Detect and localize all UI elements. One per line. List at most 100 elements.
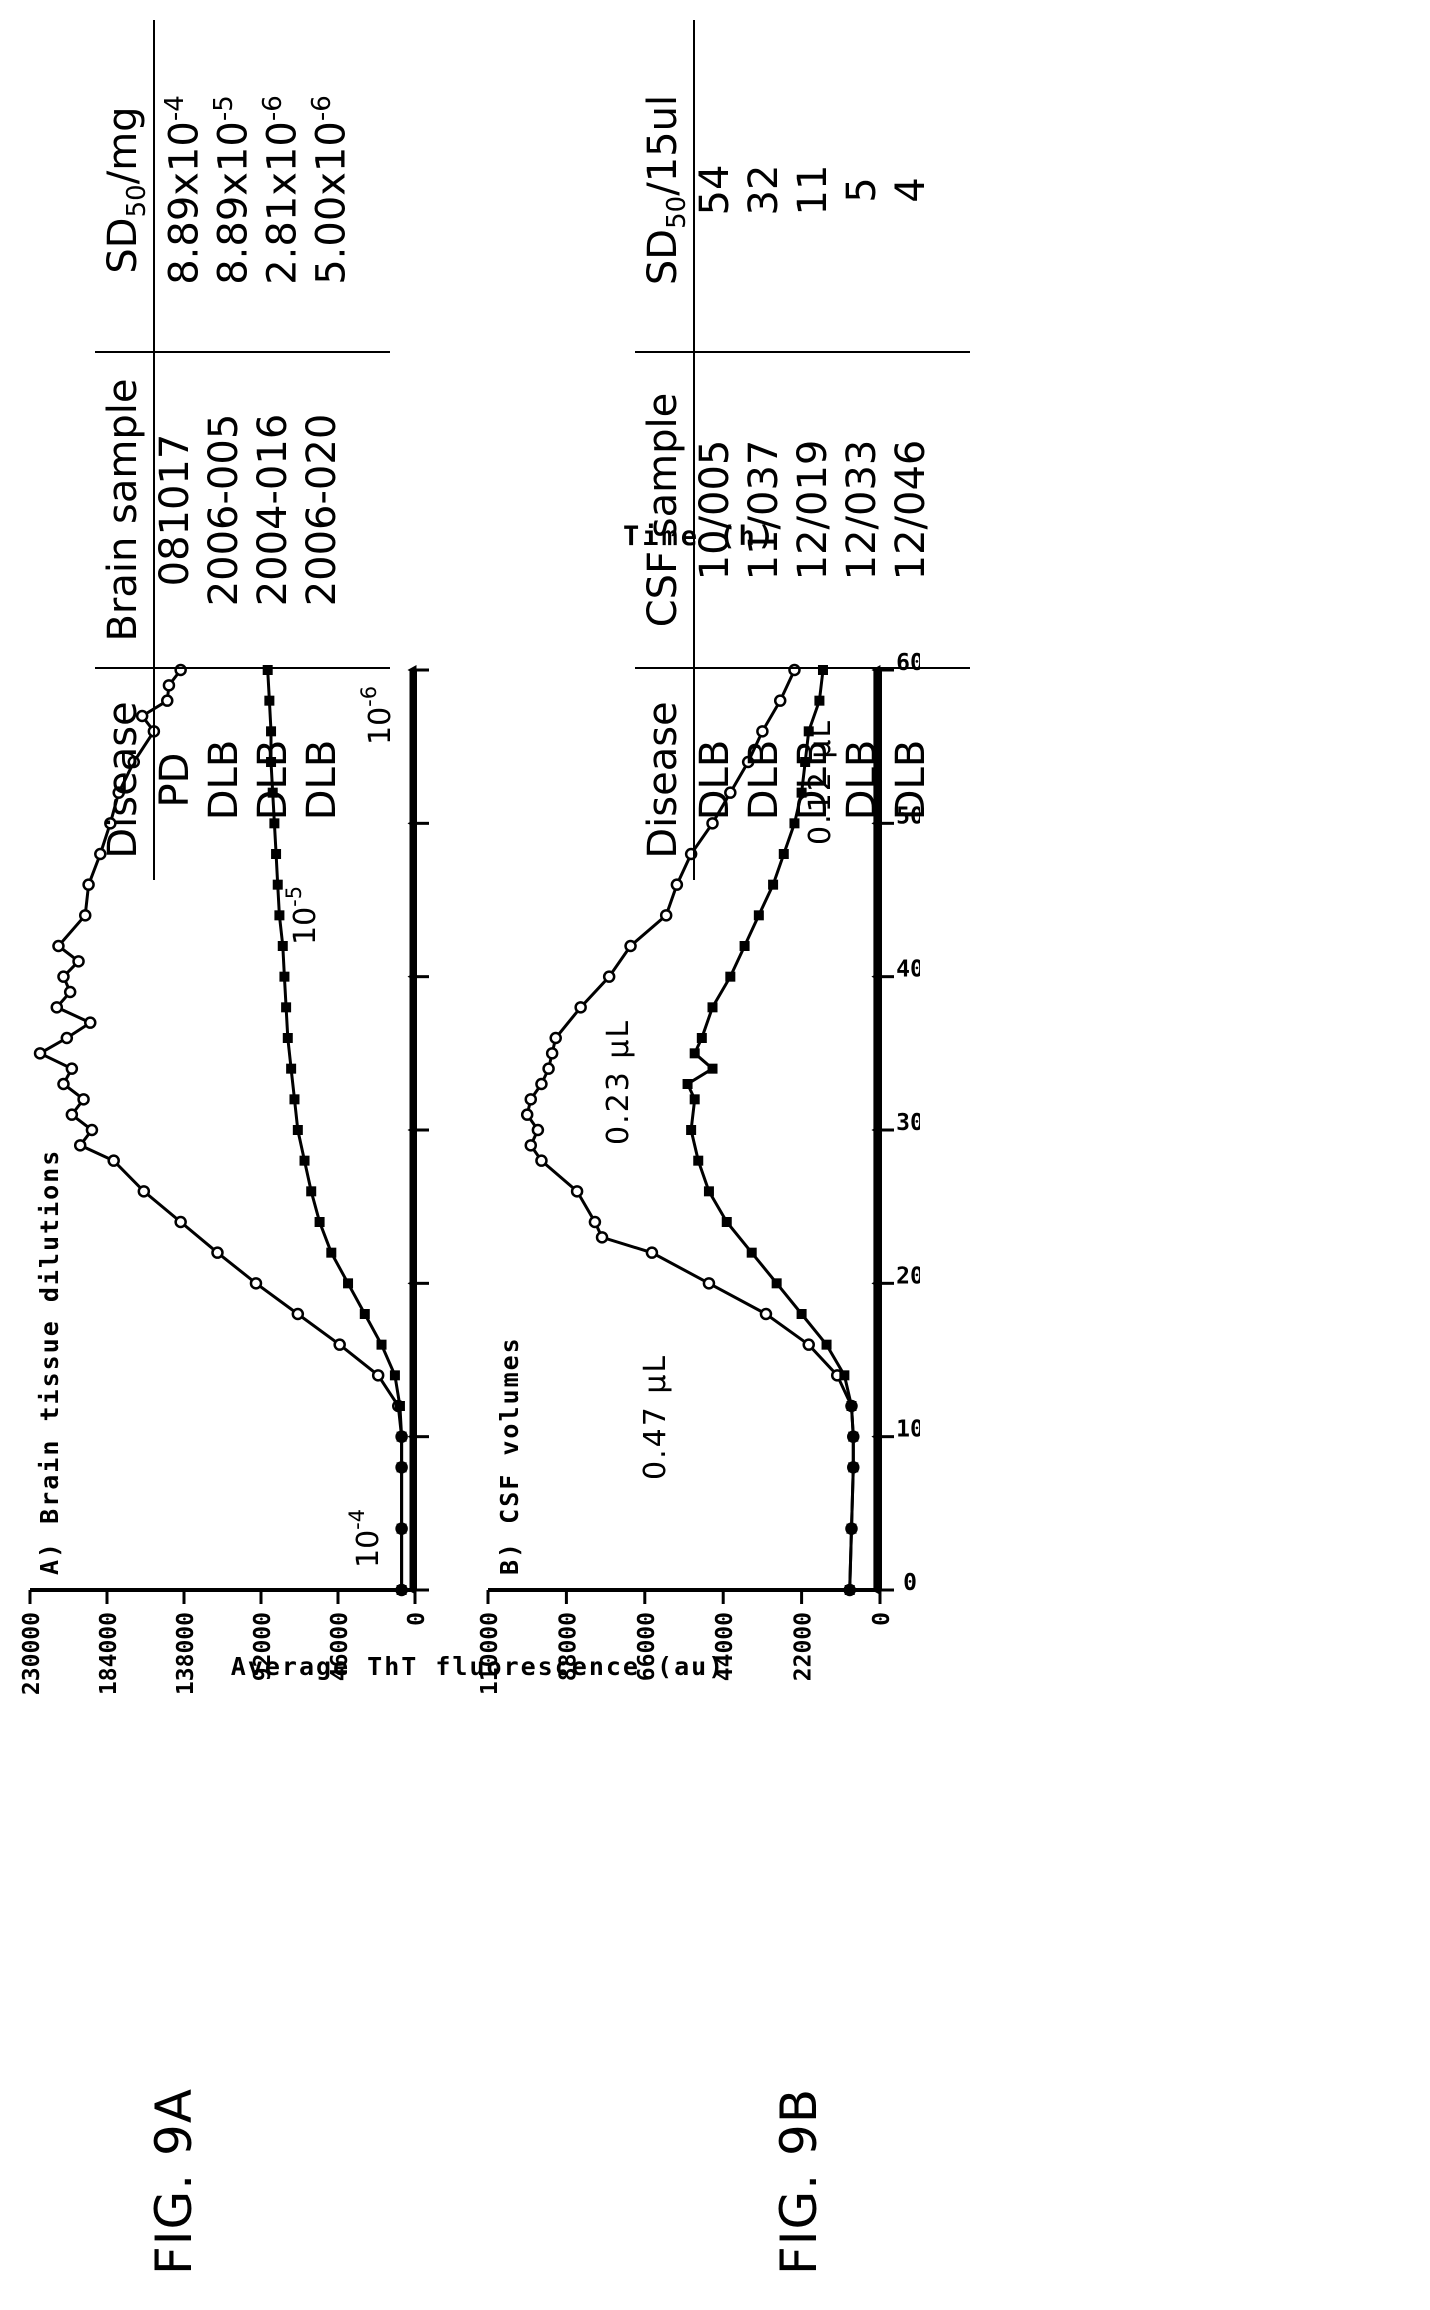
x-tick-label: 40 <box>896 957 920 983</box>
data-point <box>689 1048 700 1059</box>
data-point <box>535 1077 548 1091</box>
data-point <box>844 1585 855 1595</box>
series-label-exponent: -6 <box>357 686 381 707</box>
data-point <box>343 1278 354 1289</box>
data-point <box>274 910 285 921</box>
sd-exponent: -6 <box>258 95 288 122</box>
disease-header: Disease <box>640 701 686 859</box>
x-tick-label: 30 <box>896 1110 920 1136</box>
table-cell: 081017 <box>152 433 198 587</box>
data-point <box>686 1125 697 1135</box>
series-label-base: 10 <box>288 907 323 945</box>
table-cell: 8.89x10-4 <box>151 40 207 340</box>
data-point <box>63 985 77 999</box>
data-point <box>800 757 811 767</box>
table-cell: DLB <box>201 739 247 821</box>
data-point <box>73 1139 87 1152</box>
data-point <box>789 818 800 829</box>
data-point <box>839 1370 850 1381</box>
data-point <box>707 1002 718 1013</box>
data-point <box>104 817 117 830</box>
disease-header: Disease <box>100 701 146 859</box>
data-point <box>739 941 750 951</box>
table-cell: DLB <box>888 739 934 821</box>
data-point <box>291 1307 305 1321</box>
series-label-exponent: -5 <box>282 886 306 907</box>
series-square <box>262 665 407 1595</box>
data-point <box>266 726 277 737</box>
table-cell: 5.00x10-6 <box>298 40 354 340</box>
data-point <box>871 1585 881 1595</box>
data-point <box>707 1063 718 1074</box>
data-point <box>689 1094 700 1105</box>
data-point <box>394 1401 405 1411</box>
series-label-base: 10 <box>351 1530 386 1568</box>
data-point <box>60 1031 74 1045</box>
data-point <box>306 1186 317 1197</box>
data-point <box>549 1031 562 1045</box>
data-point <box>535 1154 548 1167</box>
table-cell: DLB <box>250 739 296 821</box>
data-point <box>871 1278 881 1289</box>
data-point <box>706 817 719 830</box>
data-point <box>94 847 107 861</box>
data-point <box>520 1108 534 1121</box>
header-rule <box>153 20 155 880</box>
data-point <box>326 1247 337 1258</box>
series-label: 0.47 µL <box>638 1354 673 1480</box>
disease-cells: PD DLB DLB DLB <box>151 680 347 880</box>
data-point <box>746 1247 757 1258</box>
data-point <box>266 757 277 767</box>
table-cell: 2006-005 <box>201 413 247 607</box>
data-point <box>796 787 807 798</box>
sd-column: SD50/15ul 54 32 11 5 4 <box>635 40 936 340</box>
data-point <box>396 1523 407 1534</box>
x-tick-label: 0 <box>903 1570 917 1596</box>
sd-header-unit: /15ul <box>640 94 686 196</box>
y-tick-label: 0 <box>404 1612 430 1626</box>
table-cell: DLB <box>692 739 738 821</box>
data-point <box>542 1062 555 1075</box>
data-point <box>773 694 787 707</box>
data-point <box>281 1002 292 1013</box>
chart-area: Average ThT fluorescence (au) Time (h) 0… <box>19 521 920 1695</box>
sd-header-base: SD <box>100 217 146 274</box>
figure-label-9a: FIG. 9A <box>145 2087 203 2275</box>
data-point <box>802 1338 815 1351</box>
table-cell: 54 <box>692 164 738 216</box>
table-cell: 2004-016 <box>250 413 296 607</box>
table-cell: 11 <box>790 164 836 216</box>
table-cell: 2.81x10-6 <box>249 40 305 340</box>
series-line <box>525 669 855 1591</box>
sample-header: CSF sample <box>640 392 686 628</box>
sd-header-base: SD <box>640 228 686 286</box>
data-point <box>77 1093 90 1106</box>
data-point <box>574 1001 587 1014</box>
data-point <box>682 1079 693 1089</box>
data-point <box>848 1431 859 1442</box>
data-point <box>127 755 141 769</box>
data-point <box>407 818 417 829</box>
sample-column: CSF sample 10/005 11/037 12/019 12/033 1… <box>635 365 936 655</box>
table-cell: DLB <box>741 739 787 821</box>
data-point <box>376 1339 387 1350</box>
data-point <box>57 1077 70 1091</box>
data-point <box>703 1186 714 1197</box>
series-label: 10-4 <box>345 1509 386 1568</box>
x-tick-label: 60 <box>896 650 920 676</box>
sd-header: SD50/15ul <box>635 40 692 340</box>
table-cell: 5 <box>839 177 885 203</box>
data-point <box>269 818 280 829</box>
series-label: 0.23 µL <box>601 1019 636 1145</box>
column-divider <box>635 351 970 353</box>
data-point <box>721 1217 732 1227</box>
table-cell: 12/033 <box>839 439 885 581</box>
series-square <box>682 665 859 1595</box>
data-point <box>396 1462 407 1473</box>
data-point <box>333 1338 346 1351</box>
data-point <box>396 1431 407 1442</box>
data-point <box>286 1063 297 1074</box>
column-divider <box>95 667 390 669</box>
data-point <box>277 941 288 951</box>
data-point <box>821 1339 832 1350</box>
